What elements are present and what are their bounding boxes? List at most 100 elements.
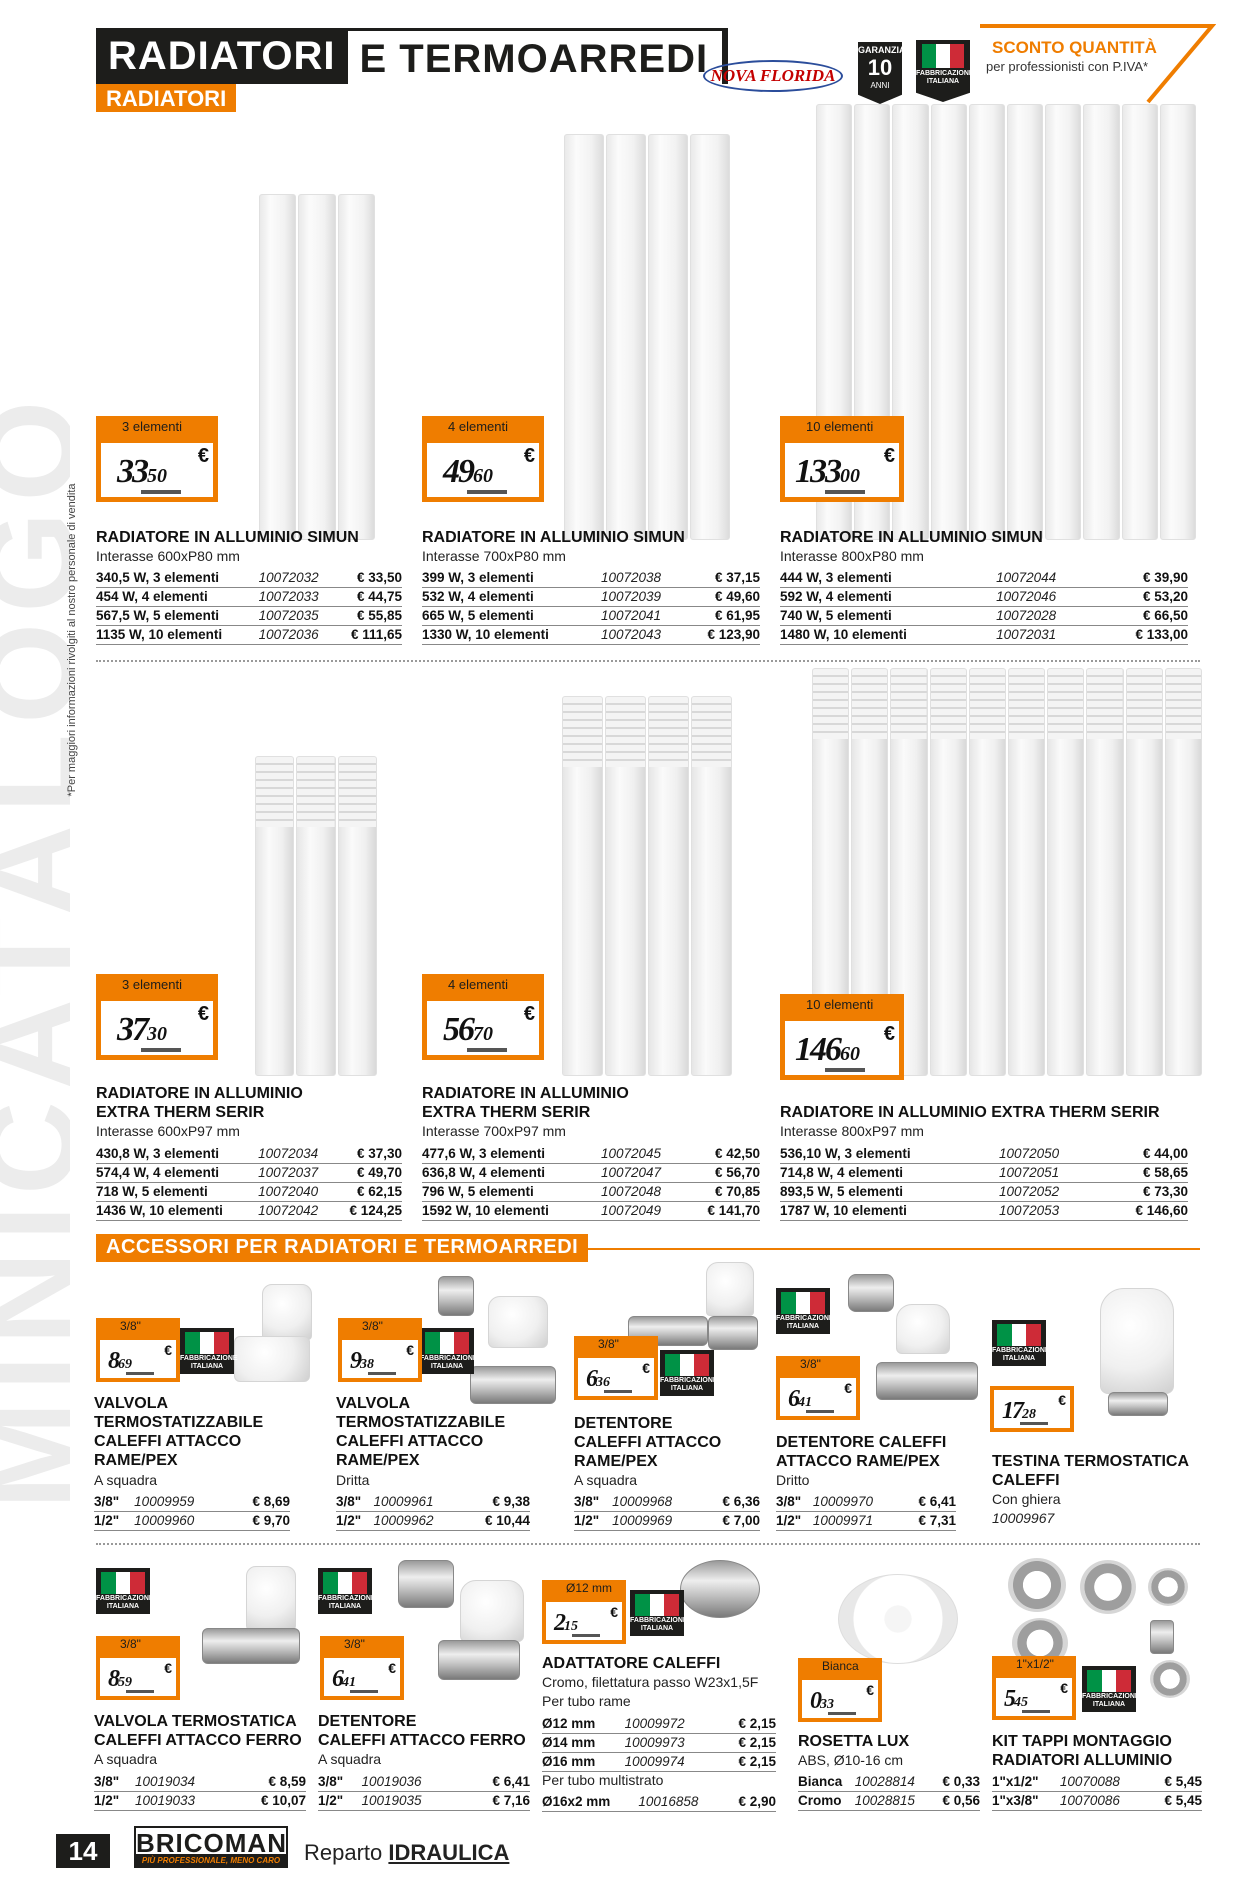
table-row: Ø12 mm 10009972 € 2,15 (542, 1714, 776, 1734)
made-in-italy-badge: FABBRICAZIONE ITALIANA (96, 1568, 154, 1614)
price-table: Ø12 mm 10009972 € 2,15 Ø14 mm 10009973 € 2,1… (542, 1714, 776, 1772)
valve-body-image (202, 1628, 300, 1664)
product-title: ADATTATORE CALEFFI (542, 1655, 721, 1672)
table-row: 1/2" 10009971 € 7,31 (776, 1511, 956, 1531)
product-title: DETENTORE CALEFFI ATTACCO RAME/PEX (574, 1415, 722, 1470)
italy-flag-icon (323, 1572, 368, 1594)
table-row: 1592 W, 10 elementi 10072049 € 141,70 (422, 1201, 760, 1221)
price-tag: 1"x1/2" 545 € (992, 1656, 1076, 1720)
accessories-heading: ACCESSORI PER RADIATORI E TERMOARREDI (96, 1234, 589, 1262)
made-in-italy-badge: FABBRICAZIONE ITALIANA (180, 1328, 238, 1374)
valve-nut-image (438, 1276, 474, 1316)
table-row: Bianca 10028814 € 0,33 (798, 1772, 980, 1792)
product-spec: Con ghiera (992, 1491, 1061, 1507)
price-table: 3/8" 10009959 € 8,69 1/2" 10009960 € 9,70 (94, 1492, 290, 1531)
price-tag: Bianca 033 € (798, 1658, 882, 1722)
valve-nut-image (848, 1274, 894, 1312)
price-tag: 4 elementi 5670 € (422, 974, 544, 1060)
divider (96, 1543, 1200, 1545)
table-row: 714,8 W, 4 elementi 10072051 € 58,65 (780, 1163, 1188, 1183)
valve-body-image (470, 1366, 556, 1404)
table-row: 430,8 W, 3 elementi 10072034 € 37,30 (96, 1144, 402, 1164)
product-title: RADIATORE IN ALLUMINIO SIMUN (96, 529, 359, 546)
heading-rule (580, 1248, 1200, 1250)
product-spec: A squadra (94, 1472, 158, 1488)
table-row: 477,6 W, 3 elementi 10072045 € 42,50 (422, 1144, 760, 1164)
product-title: KIT TAPPI MONTAGGIO RADIATORI ALLUMINIO (992, 1733, 1173, 1769)
table-row: 1436 W, 10 elementi 10072042 € 124,25 (96, 1201, 402, 1221)
table-row: 3/8" 10009970 € 6,41 (776, 1492, 956, 1512)
table-row: 893,5 W, 5 elementi 10072052 € 73,30 (780, 1182, 1188, 1202)
table-row: 3/8" 10009959 € 8,69 (94, 1492, 290, 1512)
price-tag: 10 elementi 14660 € (780, 994, 904, 1080)
page-number: 14 (56, 1834, 110, 1868)
price-table: Ø16x2 mm 10016858 € 2,90 (542, 1792, 776, 1812)
price-table: 444 W, 3 elementi 10072044 € 39,90 592 W, … (780, 568, 1188, 645)
table-row: 1480 W, 10 elementi 10072031 € 133,00 (780, 625, 1188, 645)
product-spec: Per tubo rame (542, 1693, 631, 1709)
product-title: VALVOLA TERMOSTATIZZABILE CALEFFI ATTACCO R… (336, 1395, 506, 1469)
table-row: 1135 W, 10 elementi 10072036 € 111,65 (96, 625, 402, 645)
table-row: 536,10 W, 3 elementi 10072050 € 44,00 (780, 1144, 1188, 1164)
made-in-italy-badge: FABBRICAZIONE ITALIANA (630, 1590, 688, 1636)
italy-flag-icon (425, 1332, 470, 1354)
product-spec: Interasse 800xP80 mm (780, 548, 924, 564)
table-row: 1"x3/8" 10070086 € 5,45 (992, 1791, 1202, 1811)
product-title: DETENTORE CALEFFI ATTACCO RAME/PEX (776, 1434, 947, 1470)
price-table: 3/8" 10019036 € 6,41 1/2" 10019035 € 7,16 (318, 1772, 530, 1811)
price-tag: 3/8" 859 € (96, 1636, 180, 1700)
table-row: 574,4 W, 4 elementi 10072037 € 49,70 (96, 1163, 402, 1183)
table-row: 340,5 W, 3 elementi 10072032 € 33,50 (96, 568, 402, 588)
product-title: RADIATORE IN ALLUMINIO EXTRA THERM SERIR (96, 1085, 303, 1121)
italy-flag-icon (922, 44, 964, 68)
table-row: 1330 W, 10 elementi 10072043 € 123,90 (422, 625, 760, 645)
key-image (1150, 1620, 1174, 1654)
price-tag: 3/8" 938 € (338, 1318, 422, 1382)
price-table: 536,10 W, 3 elementi 10072050 € 44,00 714,… (780, 1144, 1188, 1221)
radiator-image (259, 194, 375, 540)
price-tag: 3/8" 641 € (320, 1636, 404, 1700)
made-in-italy-badge: FABBRICAZIONE ITALIANA (660, 1350, 718, 1396)
table-row: 454 W, 4 elementi 10072033 € 44,75 (96, 587, 402, 607)
plug-image (1148, 1568, 1188, 1606)
price-table: 3/8" 10009961 € 9,38 1/2" 10009962 € 10,44 (336, 1492, 530, 1531)
table-row: 592 W, 4 elementi 10072046 € 53,20 (780, 587, 1188, 607)
table-row: 532 W, 4 elementi 10072039 € 49,60 (422, 587, 760, 607)
product-spec: ABS, Ø10-16 cm (798, 1752, 904, 1768)
product-title: TESTINA TERMOSTATICA CALEFFI (992, 1453, 1190, 1489)
italy-flag-icon (997, 1324, 1042, 1346)
section-subtitle: RADIATORI (96, 84, 237, 112)
table-row: 665 W, 5 elementi 10072041 € 61,95 (422, 606, 760, 626)
valve-knob-image (488, 1296, 548, 1348)
price-tag: 1728 € (990, 1386, 1074, 1432)
price-table: Bianca 10028814 € 0,33 Cromo 10028815 € 0,56 (798, 1772, 980, 1811)
product-spec: A squadra (574, 1472, 638, 1488)
product-title: VALVOLA TERMOSTATIZZABILE CALEFFI ATTACCO R… (94, 1395, 264, 1469)
rosette-image (838, 1574, 958, 1664)
department-label: Reparto IDRAULICA (304, 1840, 510, 1865)
product-spec: Per tubo multistrato (542, 1772, 664, 1788)
price-tag: 10 elementi 13300 € (780, 416, 904, 502)
made-in-italy-badge: FABBRICAZIONE ITALIANA (776, 1288, 834, 1334)
made-in-italy-badge: FABBRICAZIONE ITALIANA (420, 1328, 478, 1374)
table-row: 718 W, 5 elementi 10072040 € 62,15 (96, 1182, 402, 1202)
italy-flag-icon (1087, 1670, 1132, 1692)
guarantee-badge: GARANZIA 10 ANNI (858, 42, 902, 104)
italy-flag-icon (101, 1572, 146, 1594)
radiator-image (816, 104, 1197, 540)
radiator-image (562, 696, 732, 1076)
product-spec: Cromo, filettatura passo W23x1,5F (542, 1674, 759, 1690)
valve-knob-image (262, 1284, 312, 1340)
product-code: 10009967 (992, 1510, 1055, 1526)
table-row: 444 W, 3 elementi 10072044 € 39,90 (780, 568, 1188, 588)
valve-knob-image (706, 1262, 754, 1316)
product-spec: Dritta (336, 1472, 370, 1488)
italy-flag-icon (635, 1594, 680, 1616)
divider (96, 660, 1200, 662)
valve-body-image (438, 1640, 520, 1680)
product-title: RADIATORE IN ALLUMINIO SIMUN (422, 529, 685, 546)
thermostatic-head-image (1100, 1288, 1174, 1394)
valve-body-image (234, 1336, 310, 1382)
product-spec: Interasse 700xP80 mm (422, 548, 566, 564)
valve-body-image (708, 1316, 758, 1350)
